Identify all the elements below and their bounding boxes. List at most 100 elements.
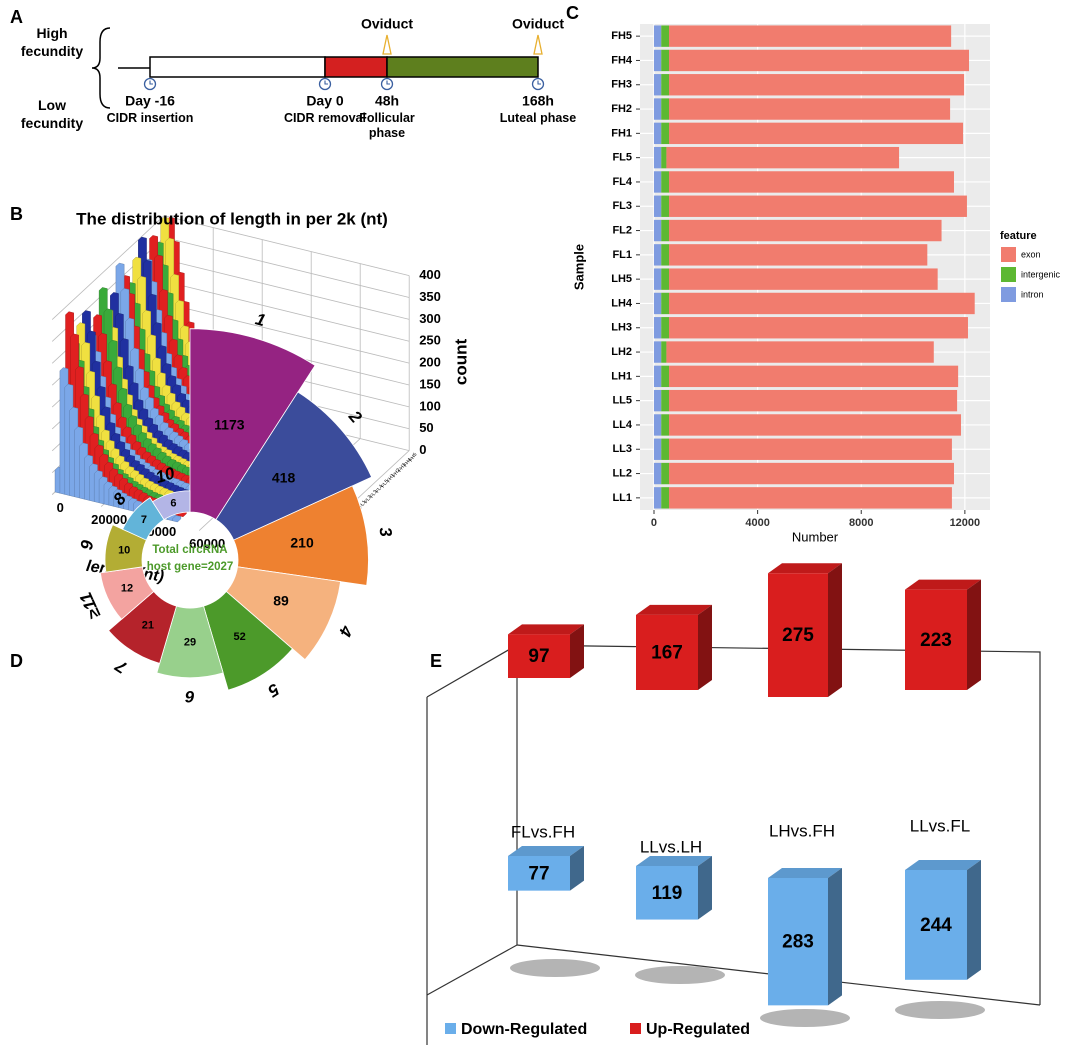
legend-key [1001,287,1016,302]
event-label: Luteal phase [499,111,577,125]
bar-segment [653,244,662,266]
bar-segment [653,292,662,315]
bar-side [570,846,584,891]
bar-side [967,579,981,690]
bar-segment [669,98,951,120]
event-time: 48h [375,93,399,109]
bar-segment [669,171,954,193]
y-tick-label: FL5 [612,152,632,164]
x-tick-label: 8000 [849,517,873,529]
value-label: 7 [141,514,147,526]
sector [215,391,373,541]
category-label: 2 [344,406,366,427]
legend-label: Up-Regulated [646,1021,750,1038]
bar-segment [666,146,900,169]
bar [172,515,182,523]
category-label: 4 [335,622,357,640]
bar-segment [661,317,670,339]
category-label: LLvs.LH [640,837,702,856]
bar-side [828,868,842,1006]
bar-segment [669,219,942,242]
bar-segment [661,292,670,315]
bar-side [828,563,842,697]
bar-segment [669,195,967,217]
bar-segment [669,365,959,388]
y-tick-label: LL5 [612,395,632,407]
bar [905,870,967,980]
y-tick-label: LH4 [611,297,633,309]
z-tick-label: 100 [419,398,441,413]
bar-segment [653,487,662,509]
bar-segment [653,219,662,242]
legend-label: intron [1021,289,1044,299]
bar-segment [666,341,934,363]
bar-segment [653,146,662,169]
y-tick-label: FH1 [611,127,632,139]
value-label: 244 [920,915,952,936]
bar-segment [653,49,662,72]
bar-segment [661,25,670,47]
bar [636,614,698,690]
timeline-segment [324,56,388,78]
bar-segment [661,389,670,412]
bar-segment [653,389,662,412]
z-tick-label: 200 [419,355,441,370]
bar-segment [669,268,938,290]
z-tick-label: 300 [419,311,441,326]
bar-top [905,860,981,870]
y-tick-label: LH3 [611,322,632,334]
bar [768,573,828,697]
bar-side [570,624,584,678]
bar [905,589,967,690]
legend-key [445,1023,456,1034]
z-axis-label: count [451,339,470,386]
bar-segment [653,365,662,388]
category-label: LHvs.FH [769,821,835,840]
panel-label: A [10,7,23,27]
x-tick-label: 12000 [950,517,981,529]
bar-segment [669,74,965,96]
plot-background [640,24,990,510]
bar-segment [669,389,958,412]
x-tick-label: 60000 [189,536,225,551]
category-label: 3 [375,526,395,539]
category-label: 10 [153,463,177,487]
bar-segment [653,25,662,47]
bar-segment [661,98,670,120]
category-label: 1 [253,309,267,330]
bar-segment [661,365,670,388]
grid-line [164,215,410,276]
y-tick-label: LL3 [612,443,632,455]
panel-label: E [430,651,442,671]
series-label: FL2 [363,494,373,505]
value-label: 418 [272,470,296,486]
bar-segment [669,414,961,436]
sector [203,590,294,691]
sector [151,490,191,521]
legend-key [630,1023,641,1034]
value-label: 210 [290,535,314,551]
marker-arrow [533,34,543,55]
bar-segment [653,317,662,339]
legend-label: exon [1021,249,1041,259]
shadow [510,959,600,977]
series-label: FH4 [403,457,413,468]
series-label: FL1 [358,499,368,510]
series-label: FH3 [397,462,407,473]
x-tick-label: 4000 [745,517,769,529]
grid-line [51,215,165,320]
bar-segment [661,171,670,193]
bar-top [905,579,981,590]
bar-segment [661,49,670,72]
y-tick-label: LH2 [611,346,632,358]
bar-segment [661,74,670,96]
timeline-segment [386,56,539,78]
series-label: FL5 [380,478,390,489]
bar-segment [669,25,952,47]
bar [768,878,828,1006]
bar-segment [661,268,670,290]
group-label: High fecundity [20,25,84,59]
category-label: FLvs.FH [511,822,575,841]
